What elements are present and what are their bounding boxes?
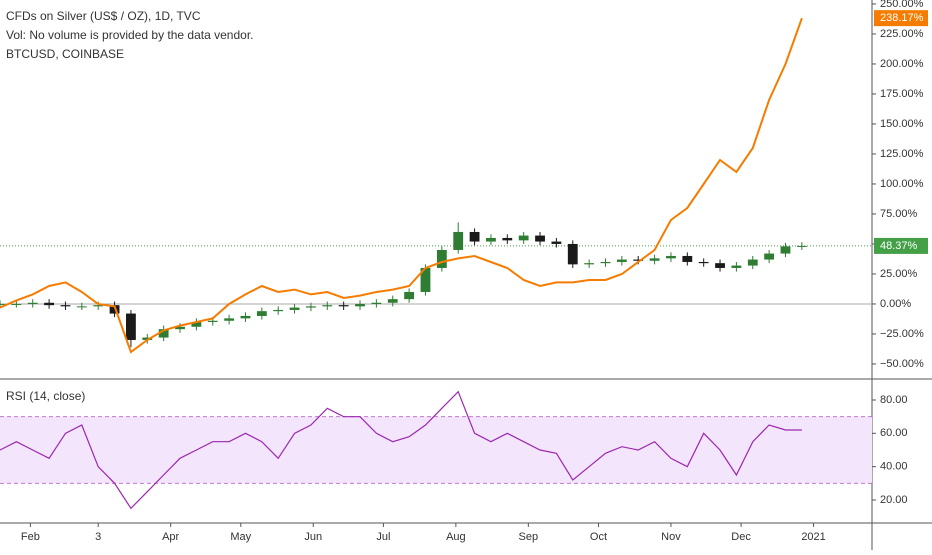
candle-body: [60, 305, 71, 307]
candle-body: [469, 231, 480, 242]
last-value-label: 238.17%: [880, 12, 924, 24]
candle-body: [387, 299, 398, 303]
candle-body: [682, 255, 693, 262]
candle-body: [306, 306, 316, 308]
candle-body: [764, 253, 775, 260]
y-tick-label: 80.00: [880, 394, 908, 406]
rsi-band: [0, 416, 872, 484]
candle-body: [76, 306, 87, 308]
y-tick-label: 60.00: [880, 427, 908, 439]
y-tick-label: 0.00%: [880, 298, 911, 310]
candle-body: [535, 235, 545, 242]
x-tick-label: 2021: [801, 531, 825, 543]
last-value-label: 48.37%: [880, 240, 918, 252]
candle-body: [224, 318, 235, 321]
x-tick-label: 3: [95, 531, 101, 543]
x-tick-label: Jun: [304, 531, 322, 543]
candle-body: [453, 231, 464, 250]
candle-body: [715, 263, 725, 268]
y-tick-label: 100.00%: [880, 178, 924, 190]
y-tick-label: 25.00%: [880, 268, 918, 280]
candle-body: [27, 302, 38, 304]
y-tick-label: −50.00%: [880, 358, 924, 370]
y-tick-label: 150.00%: [880, 118, 924, 130]
candle-body: [355, 303, 365, 307]
y-tick-label: 225.00%: [880, 28, 924, 40]
candle-body: [371, 302, 382, 304]
candle-body: [633, 259, 644, 261]
candle-body: [567, 243, 578, 265]
candle-body: [600, 261, 611, 264]
x-tick-label: Jul: [376, 531, 390, 543]
candle-body: [551, 241, 562, 244]
y-tick-label: 75.00%: [880, 208, 918, 220]
candle-body: [518, 235, 529, 241]
candle-body: [109, 305, 120, 314]
candle-body: [486, 237, 496, 242]
candle-body: [0, 303, 5, 305]
candle-body: [175, 326, 185, 330]
candle-body: [404, 291, 415, 300]
candle-body: [158, 329, 169, 338]
y-tick-label: 125.00%: [880, 148, 924, 160]
x-tick-label: Feb: [21, 531, 40, 543]
candle-body: [502, 237, 513, 241]
candle-body: [731, 265, 742, 268]
y-tick-label: 20.00: [880, 494, 908, 506]
candle-body: [289, 307, 300, 310]
candle-body: [649, 258, 660, 261]
candle-body: [142, 337, 153, 340]
candle-body: [322, 305, 333, 307]
legend-title: CFDs on Silver (US$ / OZ), 1D, TVC: [6, 9, 201, 23]
last-value-box: [874, 237, 928, 254]
candle-body: [616, 259, 627, 262]
x-tick-label: Oct: [590, 531, 607, 543]
candle-body: [11, 303, 22, 305]
rsi-line: [0, 390, 802, 510]
candle-body: [338, 305, 349, 307]
y-tick-label: 40.00: [880, 461, 908, 473]
candle-body: [747, 259, 758, 266]
candle-body: [273, 309, 284, 312]
candle-body: [191, 321, 202, 327]
candle-body: [796, 245, 807, 247]
legend-volume: Vol: No volume is provided by the data v…: [6, 28, 253, 42]
candle-body: [584, 263, 595, 265]
candle-body: [126, 313, 136, 340]
candle-body: [780, 246, 791, 254]
candle-body: [256, 311, 267, 316]
x-tick-label: Dec: [731, 531, 751, 543]
x-tick-label: Nov: [661, 531, 681, 543]
candle-body: [698, 261, 709, 264]
legend-compare: BTCUSD, COINBASE: [6, 47, 124, 61]
x-tick-label: May: [230, 531, 251, 543]
candle-body: [240, 315, 251, 319]
candle-body: [666, 255, 676, 259]
y-tick-label: 175.00%: [880, 88, 924, 100]
candle-body: [44, 302, 55, 306]
candle-body: [436, 249, 447, 268]
last-value-box: [874, 10, 928, 27]
x-tick-label: Apr: [162, 531, 179, 543]
compare-line: [0, 17, 803, 354]
x-tick-label: Sep: [519, 531, 539, 543]
candle-body: [93, 305, 104, 307]
candle-body: [207, 320, 218, 322]
y-tick-label: −25.00%: [880, 328, 924, 340]
y-tick-label: 250.00%: [880, 0, 924, 10]
y-tick-label: 200.00%: [880, 58, 924, 70]
rsi-title: RSI (14, close): [6, 389, 85, 403]
x-tick-label: Aug: [446, 531, 466, 543]
candle-body: [420, 267, 431, 292]
